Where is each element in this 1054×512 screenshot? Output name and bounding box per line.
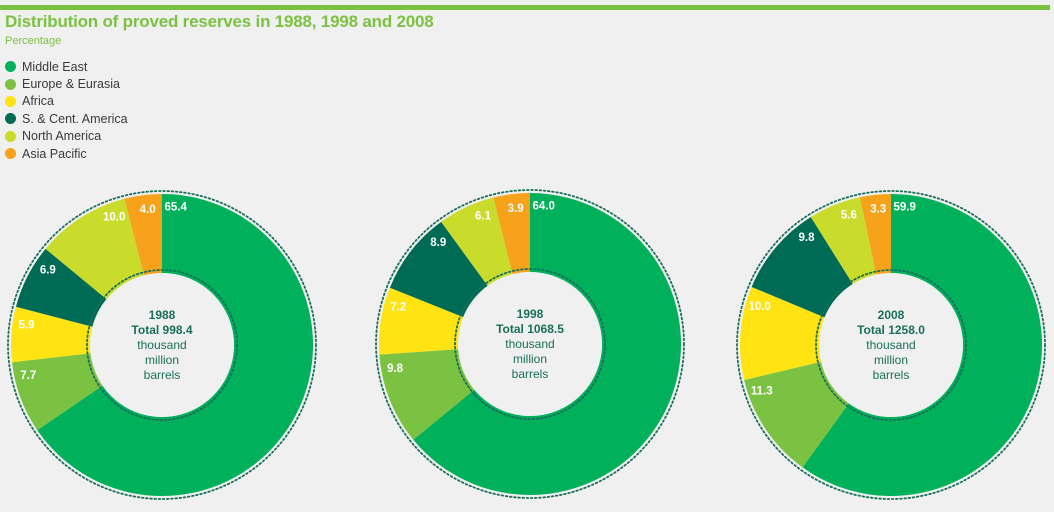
- value-label: 59.9: [894, 201, 916, 213]
- legend-item: S. & Cent. America: [5, 110, 128, 127]
- legend-label: Europe & Eurasia: [22, 77, 120, 92]
- center-year: 1988: [149, 308, 176, 322]
- slice-asia-pacific: [859, 194, 891, 275]
- inner-dotted-ring: [815, 269, 967, 421]
- center-unit-line: barrels: [873, 368, 910, 382]
- slice-middle-east: [802, 194, 1043, 496]
- value-label: 4.0: [140, 204, 156, 216]
- value-label: 6.9: [40, 264, 56, 276]
- slice-north-america: [45, 198, 145, 300]
- legend-item: Europe & Eurasia: [5, 75, 128, 92]
- legend-swatch: [5, 95, 16, 107]
- slice-north-america: [810, 197, 877, 284]
- value-label: 3.3: [870, 204, 886, 216]
- center-total: Total 1068.5: [496, 322, 564, 336]
- legend-swatch: [5, 113, 16, 125]
- donut-hole: [90, 273, 234, 417]
- center-year: 1998: [517, 307, 544, 321]
- top-rule: [0, 5, 1050, 10]
- legend-item: Asia Pacific: [5, 145, 128, 162]
- donut-hole: [458, 272, 602, 416]
- value-label: 7.7: [20, 370, 36, 382]
- slice-s-and-cent-america: [15, 248, 107, 327]
- value-label: 6.1: [475, 210, 492, 222]
- center-unit-line: million: [145, 353, 179, 367]
- center-unit-line: million: [874, 353, 908, 367]
- slice-africa: [11, 306, 93, 363]
- slice-middle-east: [413, 193, 682, 495]
- legend-label: Middle East: [22, 59, 88, 74]
- value-label: 10.0: [103, 212, 125, 224]
- value-label: 65.4: [165, 201, 188, 213]
- center-total: Total 998.4: [131, 323, 192, 337]
- legend: Middle East Europe & Eurasia Africa S. &…: [5, 58, 128, 162]
- slice-asia-pacific: [493, 193, 530, 275]
- outer-dotted-ring: [736, 190, 1046, 500]
- legend-swatch: [5, 130, 16, 142]
- value-label: 11.3: [751, 386, 773, 398]
- value-label: 9.8: [387, 363, 404, 375]
- outer-dotted-ring: [7, 190, 317, 500]
- value-label: 9.8: [799, 232, 816, 244]
- legend-swatch: [5, 78, 16, 90]
- slice-africa: [739, 286, 825, 381]
- slice-middle-east: [37, 194, 314, 497]
- legend-swatch: [5, 61, 16, 73]
- slice-north-america: [441, 197, 513, 286]
- legend-item: North America: [5, 128, 128, 145]
- legend-label: Africa: [22, 94, 54, 109]
- slice-asia-pacific: [124, 194, 162, 276]
- legend-label: North America: [22, 129, 102, 144]
- center-unit-line: million: [513, 352, 547, 366]
- inner-dotted-ring: [454, 268, 606, 420]
- center-unit-line: thousand: [505, 337, 554, 351]
- value-label: 5.9: [19, 319, 35, 331]
- value-label: 8.9: [430, 237, 446, 249]
- center-unit-line: thousand: [866, 338, 915, 352]
- legend-label: S. & Cent. America: [22, 111, 128, 126]
- center-unit-line: barrels: [144, 368, 181, 382]
- value-label: 64.0: [533, 200, 555, 212]
- donut-hole: [819, 273, 963, 417]
- legend-label: Asia Pacific: [22, 146, 87, 161]
- legend-swatch: [5, 148, 16, 160]
- center-unit-line: barrels: [512, 367, 549, 381]
- slice-s-and-cent-america: [751, 217, 853, 318]
- slice-s-and-cent-america: [389, 221, 488, 318]
- center-unit-line: thousand: [137, 338, 186, 352]
- chart-title: Distribution of proved reserves in 1988,…: [5, 12, 434, 31]
- center-year: 2008: [878, 308, 905, 322]
- chart-subtitle: Percentage: [5, 35, 62, 47]
- outer-dotted-ring: [375, 189, 685, 499]
- value-label: 10.0: [749, 301, 771, 313]
- center-total: Total 1258.0: [857, 323, 925, 337]
- value-label: 5.6: [841, 210, 857, 222]
- inner-dotted-ring: [86, 269, 238, 421]
- legend-item: Africa: [5, 93, 128, 110]
- slice-europe-and-eurasia: [11, 353, 103, 431]
- slice-africa: [379, 287, 464, 355]
- slice-europe-and-eurasia: [379, 349, 475, 440]
- value-label: 7.2: [390, 301, 406, 313]
- value-label: 3.9: [508, 203, 524, 215]
- legend-item: Middle East: [5, 58, 128, 75]
- slice-europe-and-eurasia: [744, 361, 849, 468]
